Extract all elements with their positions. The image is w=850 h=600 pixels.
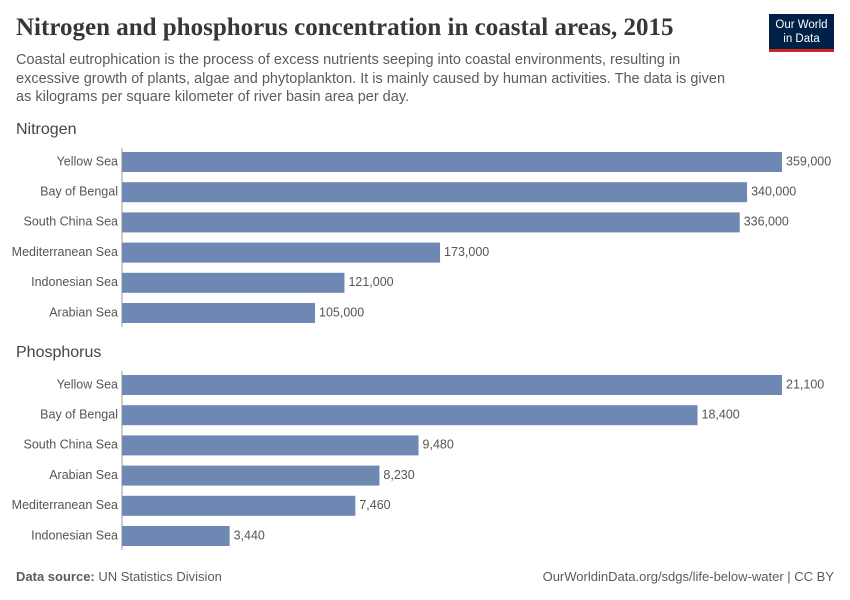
panel-title: Phosphorus xyxy=(16,344,101,361)
value-label: 7,460 xyxy=(359,498,390,512)
bar xyxy=(122,375,782,395)
bar xyxy=(122,303,316,323)
category-label: Bay of Bengal xyxy=(40,184,118,198)
logo-text: Our World xyxy=(775,19,828,31)
source-label: Data source: xyxy=(16,569,95,584)
bar xyxy=(122,495,356,516)
value-label: 340,000 xyxy=(751,184,796,198)
source: Data source: UN Statistics Division xyxy=(16,569,222,584)
source-text: UN Statistics Division xyxy=(98,569,222,584)
category-label: Arabian Sea xyxy=(49,305,118,319)
bar xyxy=(122,152,782,172)
value-label: 121,000 xyxy=(348,275,393,289)
logo-text: in Data xyxy=(783,33,820,45)
value-label: 3,440 xyxy=(234,528,265,542)
value-label: 18,400 xyxy=(702,407,740,421)
category-label: Indonesian Sea xyxy=(31,275,118,289)
category-label: Mediterranean Sea xyxy=(12,498,118,512)
bar xyxy=(122,242,441,263)
panel-title: Nitrogen xyxy=(16,121,76,138)
value-label: 173,000 xyxy=(444,245,489,259)
category-label: Bay of Bengal xyxy=(40,407,118,421)
bar xyxy=(122,212,740,233)
category-label: South China Sea xyxy=(23,438,118,452)
category-label: Arabian Sea xyxy=(49,468,118,482)
category-label: Indonesian Sea xyxy=(31,528,118,542)
bar xyxy=(122,272,345,293)
bar xyxy=(122,465,380,486)
category-label: Yellow Sea xyxy=(57,377,118,391)
value-label: 105,000 xyxy=(319,305,364,319)
logo[interactable]: Our World in Data xyxy=(769,14,834,52)
value-label: 8,230 xyxy=(383,468,414,482)
url[interactable]: OurWorldinData.org/sdgs/life-below-water… xyxy=(542,569,834,584)
category-label: South China Sea xyxy=(23,215,118,229)
bar xyxy=(122,405,698,426)
value-label: 21,100 xyxy=(786,377,824,391)
category-label: Mediterranean Sea xyxy=(12,245,118,259)
subtitle: Coastal eutrophication is the process of… xyxy=(16,52,726,105)
value-label: 359,000 xyxy=(786,154,831,168)
bar xyxy=(122,526,230,546)
bar xyxy=(122,435,419,456)
value-label: 9,480 xyxy=(423,438,454,452)
value-label: 336,000 xyxy=(744,215,789,229)
category-label: Yellow Sea xyxy=(57,154,118,168)
title: Nitrogen and phosphorus concentration in… xyxy=(16,14,674,41)
bar xyxy=(122,182,748,203)
